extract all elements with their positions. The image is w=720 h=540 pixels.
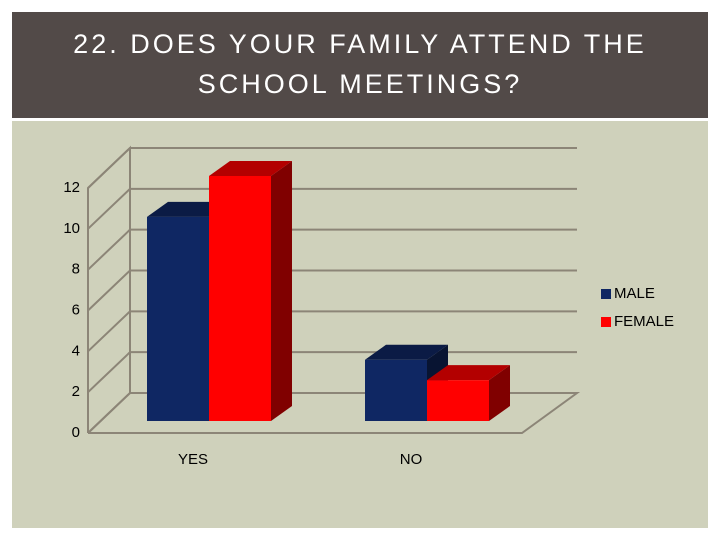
y-tick-label: 0 [72, 424, 80, 441]
grid-line [87, 228, 577, 271]
grid-line [87, 147, 577, 189]
bar-top [209, 161, 292, 176]
bar-top [427, 365, 510, 381]
bar-front [427, 380, 489, 421]
bar-front [209, 176, 271, 421]
legend-swatch [601, 289, 611, 299]
y-tick-label: 10 [63, 220, 80, 237]
x-tick-label: NO [400, 451, 423, 468]
grid-line [87, 310, 577, 353]
title-band [12, 12, 708, 118]
bar-top [365, 344, 448, 360]
legend-label: FEMALE [614, 313, 674, 330]
y-tick-label: 6 [72, 301, 80, 318]
chart-title: 22. DOES YOUR FAMILY ATTEND THE SCHOOL M… [73, 29, 647, 99]
x-tick-label: YES [178, 451, 208, 468]
legend-label: MALE [614, 285, 655, 302]
y-tick-label: 8 [72, 261, 80, 278]
y-tick-label: 4 [72, 342, 80, 359]
legend-swatch [601, 317, 611, 327]
bar-side [271, 161, 292, 421]
y-tick-label: 2 [72, 383, 80, 400]
grid-line [87, 187, 577, 230]
bar [427, 365, 510, 421]
bar-front [147, 216, 209, 421]
grid-line [87, 269, 577, 312]
bar-front [365, 359, 427, 421]
bar [209, 161, 292, 421]
bar-side [489, 365, 510, 421]
y-tick-label: 12 [63, 179, 80, 196]
